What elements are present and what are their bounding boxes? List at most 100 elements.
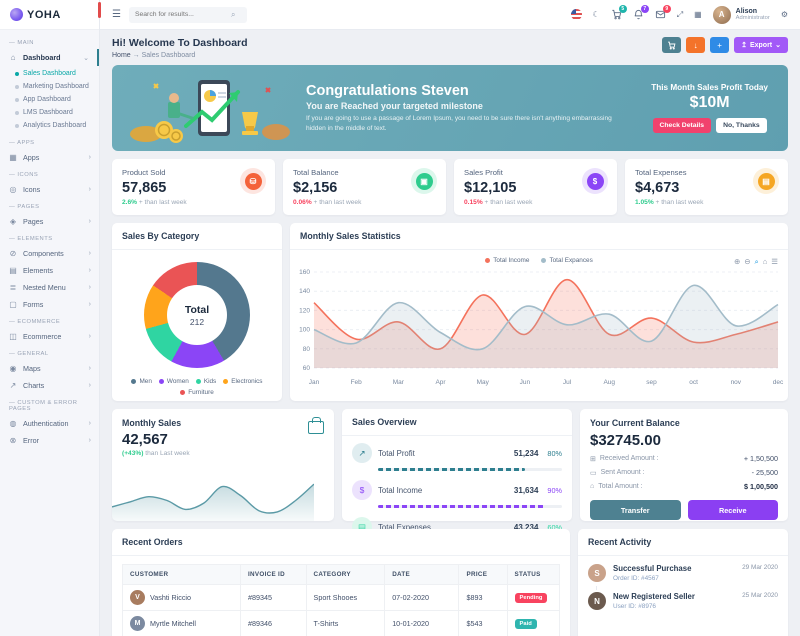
cart-icon[interactable]: 5 <box>611 5 627 20</box>
sales-by-category-card: Sales By Category Total 212 Men Women Ki… <box>112 223 282 401</box>
balance-amount: $32745.00 <box>590 432 661 449</box>
apps-icon: ▦ <box>9 153 17 162</box>
table-row[interactable]: M Myrtle Mitchell #89346 T-Shirts 10-01-2… <box>122 610 561 636</box>
svg-text:Jun: Jun <box>520 379 531 386</box>
svg-text:140: 140 <box>299 288 310 295</box>
sidebar-item-components[interactable]: ⊘ Components › <box>9 249 91 258</box>
sidebar-item-dashboard[interactable]: ⌂ Dashboard ⌄ <box>0 49 99 66</box>
donut-legend: Men Women Kids Electronics Furniture <box>120 378 274 396</box>
no-thanks-button[interactable]: No, Thanks <box>716 118 767 133</box>
svg-text:Aug: Aug <box>603 379 615 386</box>
export-button[interactable]: ↥ Export ⌄ <box>734 37 788 53</box>
bell-badge: 7 <box>640 5 649 13</box>
sidebar-item-authentication[interactable]: ◍ Authentication › <box>9 419 92 428</box>
receive-button[interactable]: Receive <box>687 500 778 520</box>
sidebar: YOHA — MAIN ⌂ Dashboard ⌄ Sales Dashboar… <box>0 0 101 636</box>
sidebar-item-icons[interactable]: ◎ Icons › <box>9 185 92 194</box>
avatar: M <box>130 616 145 631</box>
map-pin-icon: ◉ <box>9 364 17 373</box>
list-item[interactable]: S Successful Purchase Order ID: #4567 29… <box>578 556 788 590</box>
sidebar-item-app-dashboard[interactable]: App Dashboard <box>0 93 99 106</box>
user-menu[interactable]: A Alison Administrator <box>712 5 770 24</box>
chart-menu-icon[interactable]: ☰ <box>771 257 778 266</box>
category-donut-chart[interactable]: Total 212 <box>144 262 250 368</box>
reset-zoom-icon[interactable]: ⌂ <box>762 257 768 266</box>
add-button[interactable]: + <box>710 37 730 53</box>
fullscreen-icon[interactable]: ⤢ <box>676 9 684 19</box>
chevron-right-icon: › <box>88 186 91 193</box>
breadcrumb-home[interactable]: Home <box>112 52 131 59</box>
sidebar-item-elements[interactable]: ▤ Elements › <box>9 266 91 275</box>
nested-menu-icon: ≣ <box>9 283 17 292</box>
search-icon[interactable]: ⌕ <box>230 9 236 19</box>
search-input[interactable] <box>134 11 231 18</box>
dollar-icon: $ <box>352 480 372 500</box>
download-button[interactable]: ↓ <box>686 37 706 53</box>
sidebar-item-charts[interactable]: ↗ Charts › <box>9 381 91 390</box>
gear-icon[interactable]: ⚙ <box>780 10 788 19</box>
list-item[interactable]: N New Registered Seller User ID: #8976 2… <box>578 584 788 612</box>
cart-icon: ◫ <box>9 332 17 341</box>
search-box: ⌕ <box>128 6 247 23</box>
avatar: A <box>712 5 731 24</box>
selection-zoom-icon[interactable]: ⌕ <box>754 257 759 266</box>
sidebar-item-error[interactable]: ⊗ Error › <box>9 436 91 445</box>
sidebar-nav: — MAIN ⌂ Dashboard ⌄ Sales Dashboard Mar… <box>0 30 99 453</box>
cart-action-button[interactable] <box>662 37 682 53</box>
zoom-out-icon[interactable]: ⊖ <box>744 257 751 266</box>
banner-title: Congratulations Steven <box>306 82 469 99</box>
sidebar-item-apps[interactable]: ▦ Apps › <box>9 153 91 162</box>
sidebar-item-forms[interactable]: ▢ Forms › <box>9 300 91 309</box>
cart-badge: 5 <box>618 5 627 13</box>
svg-text:nov: nov <box>731 379 742 386</box>
check-details-button[interactable]: Check Details <box>652 118 712 133</box>
card-stat-icon: ▤ <box>753 168 779 194</box>
chart-line-icon: ↗ <box>352 443 372 463</box>
monthly-sales-statistics-card: Monthly Sales Statistics Total Income To… <box>290 223 788 401</box>
chevron-right-icon: › <box>88 365 91 372</box>
sidebar-item-analytics-dashboard[interactable]: Analytics Dashboard <box>0 119 99 132</box>
sidebar-item-maps[interactable]: ◉ Maps › <box>9 364 92 373</box>
error-icon: ⊗ <box>9 436 17 445</box>
chart-icon: ↗ <box>9 381 17 390</box>
sidebar-item-pages[interactable]: ◈ Pages › <box>9 217 91 226</box>
bell-icon[interactable]: 7 <box>633 5 649 20</box>
overview-row-profit: ↗ Total Profit 51,234 80% <box>342 436 572 465</box>
sidebar-item-sales-dashboard[interactable]: Sales Dashboard <box>0 67 99 80</box>
message-icon[interactable]: 9 <box>655 5 671 20</box>
brand-name: YOHA <box>27 8 61 21</box>
nav-section-apps: — APPS <box>9 140 35 146</box>
sidebar-item-lms-dashboard[interactable]: LMS Dashboard <box>0 106 99 119</box>
svg-text:Feb: Feb <box>351 379 363 386</box>
svg-text:60: 60 <box>303 365 311 372</box>
chevron-right-icon: › <box>88 301 91 308</box>
monthly-sales-statistics-chart[interactable]: 60 80 100 120 140 160 Jan Feb Mar Apr May Jun Jul Aug… <box>290 264 788 390</box>
sidebar-item-marketing-dashboard[interactable]: Marketing Dashboard <box>0 80 99 93</box>
hamburger-icon[interactable]: ☰ <box>112 9 121 20</box>
topbar: ☰ ⌕ ☾ 5 7 9 ⤢ <box>100 0 800 30</box>
card-title: Monthly Sales Statistics <box>300 231 401 241</box>
auth-icon: ◍ <box>9 419 17 428</box>
svg-text:dec: dec <box>773 379 784 386</box>
sidebar-item-ecommerce[interactable]: ◫ Ecommerce › <box>9 332 91 341</box>
bullet-icon <box>15 71 19 76</box>
brand-logo[interactable]: YOHA <box>0 0 99 30</box>
dark-mode-moon-icon[interactable]: ☾ <box>592 10 600 19</box>
sidebar-item-nested-menu[interactable]: ≣ Nested Menu › <box>9 283 91 292</box>
congratulations-banner: Congratulations Steven You are Reached y… <box>112 65 788 151</box>
chevron-right-icon: › <box>88 250 91 257</box>
table-row[interactable]: V Vashti Riccio #89345 Sport Shooes 07-02… <box>122 584 561 611</box>
zoom-in-icon[interactable]: ⊕ <box>733 257 741 266</box>
nav-section-main: — MAIN <box>9 40 34 46</box>
wallet-stat-icon: ▣ <box>411 168 437 194</box>
bottom-row: Recent Orders Customer Invoice ID Catego… <box>112 529 788 636</box>
banner-body: If you are going to use a passage of Lor… <box>306 114 612 132</box>
sidebar-scrollbar-thumb[interactable] <box>98 2 101 18</box>
language-flag-icon[interactable] <box>570 9 582 20</box>
transfer-button[interactable]: Transfer <box>590 500 681 520</box>
dollar-stat-icon: $ <box>582 168 608 194</box>
income-progress-bar <box>378 505 562 508</box>
grid-menu-icon[interactable]: ▦ <box>694 10 702 19</box>
page-title: Hi! Welcome To Dashboard <box>112 37 248 49</box>
chart-legend: Total Income Total Expances <box>485 257 593 264</box>
